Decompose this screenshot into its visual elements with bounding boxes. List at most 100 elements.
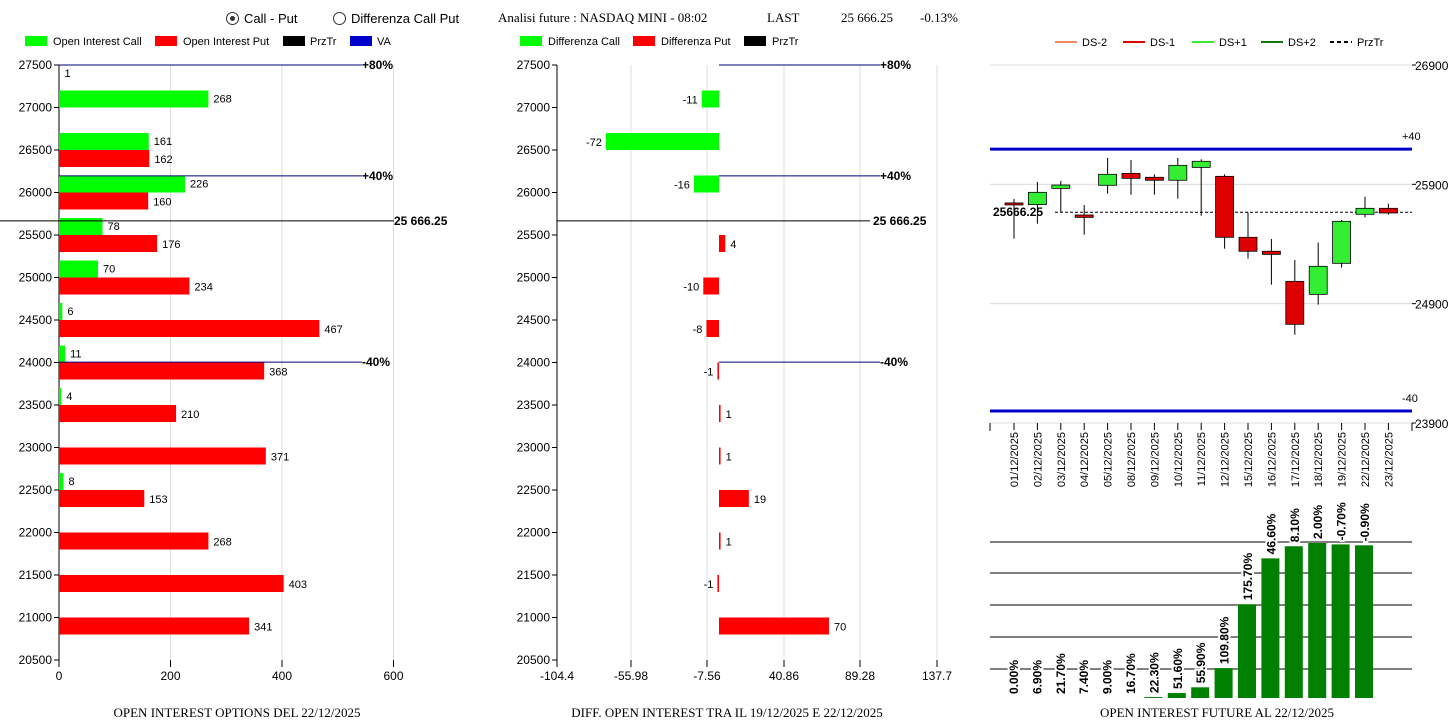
y-tick-label: 26000 (19, 186, 53, 200)
candle-down (1379, 207, 1398, 214)
y-tick-label: 23500 (19, 398, 53, 412)
x-tick-label: -55.98 (614, 669, 648, 683)
put-value-label: 368 (269, 367, 287, 379)
legend-swatch (633, 36, 655, 46)
x-tick-label: -7.56 (693, 669, 721, 683)
put-value-label: 153 (149, 494, 167, 506)
put-value-label: 160 (153, 197, 171, 209)
radio-differenza[interactable]: Differenza Call Put (333, 11, 459, 26)
last-label: LAST (767, 10, 800, 25)
put-bar (59, 320, 320, 337)
put-value-label: 234 (194, 282, 212, 294)
put-diff-bar (706, 320, 719, 337)
legend-label: VA (377, 36, 392, 48)
call-value-label: 6 (67, 306, 73, 318)
chart-title: OPEN INTEREST FUTURE AL 22/12/2025 (1100, 705, 1334, 720)
diff-value-label: -8 (693, 324, 703, 336)
y-tick-label: 24000 (19, 356, 53, 370)
candle-up (1332, 220, 1351, 264)
legend-label: Differenza Put (661, 36, 731, 48)
put-diff-bar (719, 235, 726, 252)
diff-value-label: 1 (726, 537, 732, 549)
legend-swatch (350, 36, 372, 46)
put-value-label: 341 (254, 622, 272, 634)
legend-swatch (744, 36, 766, 46)
y-tick-label: 27000 (19, 101, 53, 115)
radio-call-put[interactable]: Call - Put (226, 11, 297, 26)
diff-value-label: -72 (586, 137, 602, 149)
oi-change-label: 9.00% (1101, 660, 1115, 694)
x-tick-label: 89.28 (845, 669, 875, 683)
put-bar (59, 532, 209, 550)
date-label: 04/12/2025 (1079, 432, 1091, 487)
diff-value-label: -11 (683, 95, 698, 107)
call-bar (59, 260, 99, 278)
put-bar (59, 235, 158, 252)
oi-change-label: -0.90% (1358, 503, 1372, 541)
legend-label: Differenza Call (548, 36, 620, 48)
x-tick-label: 400 (272, 669, 292, 683)
put-diff-bar (719, 532, 721, 550)
diff-value-label: 1 (726, 452, 732, 464)
candle-down (1074, 214, 1094, 218)
level-label: -40% (880, 355, 908, 369)
y-tick-label: 24900 (1415, 298, 1449, 312)
y-tick-label: 22500 (19, 483, 53, 497)
oi-change-label: 8.10% (1288, 508, 1302, 542)
candle-down (1215, 175, 1234, 238)
legend-label: PrzTr (310, 36, 337, 48)
date-label: 17/12/2025 (1290, 432, 1302, 487)
candle-up (1168, 164, 1188, 181)
legend-swatch (25, 36, 47, 46)
y-tick-label: 26500 (517, 143, 551, 157)
put-value-label: 268 (213, 537, 231, 549)
call-bar (59, 388, 62, 405)
diff-value-label: -16 (674, 180, 690, 192)
date-label: 18/12/2025 (1313, 432, 1325, 487)
candle-up (1355, 207, 1375, 215)
y-tick-label: 23500 (517, 398, 551, 412)
legend-label: DS+1 (1219, 37, 1247, 49)
put-bar (59, 192, 149, 210)
oi-change-label: 22.30% (1147, 652, 1161, 693)
candle-down (1121, 172, 1141, 179)
call-bar (59, 90, 209, 108)
call-bar (59, 473, 64, 490)
level-label: +40% (880, 169, 911, 183)
y-tick-label: 21000 (517, 611, 551, 625)
date-label: 03/12/2025 (1056, 432, 1068, 487)
y-tick-label: 21500 (19, 568, 53, 582)
legend-swatch (155, 36, 177, 46)
oi-change-label: 55.90% (1194, 642, 1208, 683)
call-bar (59, 175, 185, 193)
legend-label: PrzTr (1357, 37, 1384, 49)
put-bar (59, 447, 266, 465)
put-diff-bar (719, 490, 749, 507)
candle-down (1145, 176, 1164, 181)
x-tick-label: 200 (160, 669, 180, 683)
oi-change-label: 46.60% (1264, 513, 1278, 554)
radio-call-put-label: Call - Put (244, 11, 298, 26)
y-tick-label: 25900 (1415, 178, 1449, 192)
call-value-label: 11 (70, 349, 81, 361)
y-tick-label: 21000 (19, 611, 53, 625)
put-bar (59, 277, 190, 295)
date-label: 15/12/2025 (1243, 432, 1255, 487)
date-label: 10/12/2025 (1173, 432, 1185, 487)
band-label: +40 (1402, 131, 1421, 143)
radio-selected-icon[interactable] (226, 12, 239, 25)
radio-unselected-icon[interactable] (333, 12, 346, 25)
oi-change-label: 21.70% (1054, 653, 1068, 694)
oi-change-label: 6.90% (1030, 660, 1044, 694)
oi-change-label: 175.70% (1241, 553, 1255, 601)
level-label: +80% (362, 58, 393, 72)
date-label: 19/12/2025 (1337, 432, 1349, 487)
y-tick-label: 23000 (517, 441, 551, 455)
call-bar (59, 133, 149, 150)
y-tick-label: 23900 (1415, 417, 1449, 431)
diff-value-label: -10 (683, 282, 699, 294)
diff-value-label: 70 (834, 622, 846, 634)
put-diff-bar (717, 575, 719, 592)
candle-down (1285, 280, 1305, 325)
